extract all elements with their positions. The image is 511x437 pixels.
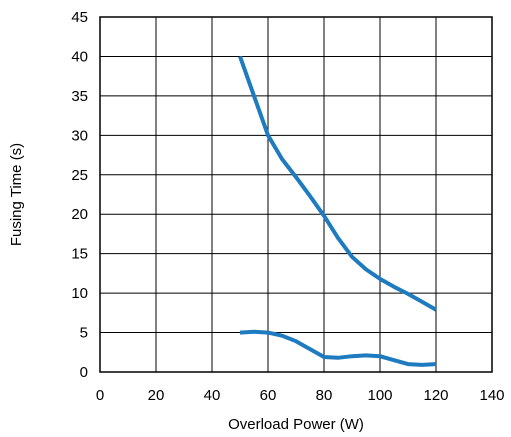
- x-tick-labels: 0 20 40 60 80 100 120 140: [96, 387, 505, 404]
- y-tick-label: 10: [71, 285, 88, 302]
- y-tick-labels: 0 5 10 15 20 25 30 35 40 45: [71, 9, 88, 381]
- y-tick-label: 45: [71, 9, 88, 26]
- x-tick-label: 0: [96, 387, 104, 404]
- x-tick-label: 40: [204, 387, 221, 404]
- y-tick-label: 40: [71, 48, 88, 65]
- x-tick-label: 20: [148, 387, 165, 404]
- y-axis-title: Fusing Time (s): [8, 143, 25, 246]
- series-line-2: [239, 329, 437, 367]
- x-tick-label: 80: [316, 387, 333, 404]
- x-tick-label: 60: [260, 387, 277, 404]
- y-tick-label: 0: [80, 364, 88, 381]
- y-tick-label: 5: [80, 325, 88, 342]
- plot-frame: [99, 16, 493, 373]
- x-axis-title: Overload Power (W): [228, 416, 364, 433]
- x-tick-label: 120: [423, 387, 448, 404]
- y-tick-label: 15: [71, 246, 88, 263]
- y-tick-label: 25: [71, 167, 88, 184]
- y-tick-label: 20: [71, 206, 88, 223]
- y-tick-label: 35: [71, 88, 88, 105]
- y-tick-label: 30: [71, 127, 88, 144]
- x-tick-label: 140: [479, 387, 504, 404]
- series-layer: [238, 55, 437, 367]
- x-tick-label: 100: [367, 387, 392, 404]
- series-line-1: [238, 55, 437, 312]
- grid: [99, 16, 493, 373]
